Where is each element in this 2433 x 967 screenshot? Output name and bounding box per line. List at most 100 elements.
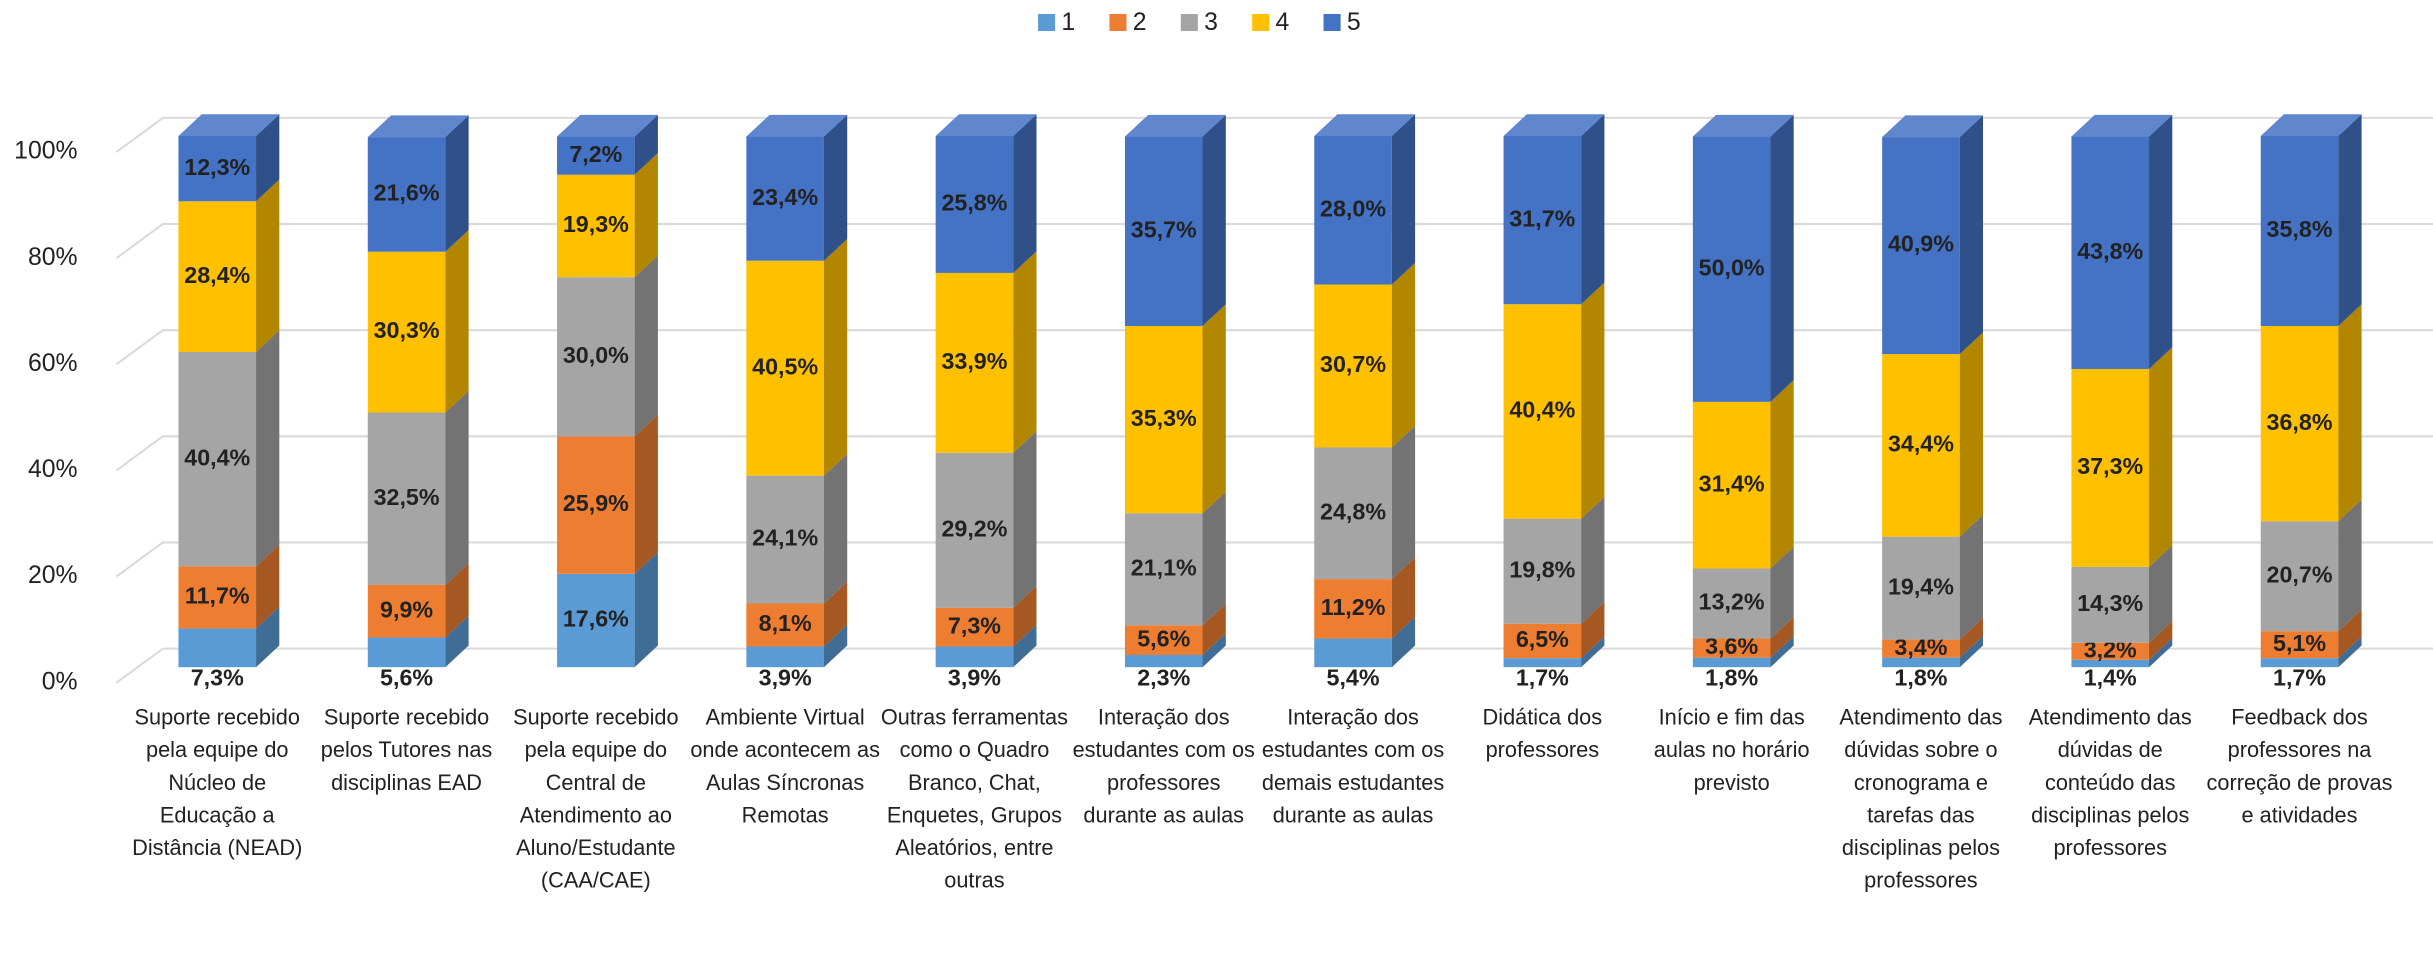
value-label: 35,3% xyxy=(1131,405,1197,431)
bar-segment xyxy=(1314,557,1416,639)
bar-front xyxy=(2260,136,2339,326)
value-label: 5,1% xyxy=(2273,630,2326,656)
value-label: 1,8% xyxy=(1705,665,1758,691)
value-label: 28,0% xyxy=(1320,195,1386,221)
bar-front xyxy=(367,584,446,638)
legend-label: 4 xyxy=(1275,9,1289,36)
bar-side xyxy=(823,114,848,261)
bar-segment xyxy=(746,238,848,476)
bar-front xyxy=(1882,657,1960,668)
bar-segment xyxy=(1692,635,1794,668)
bar-segment xyxy=(178,179,280,352)
bar-segment xyxy=(1314,616,1416,668)
bar-segment xyxy=(2260,304,2362,522)
bar-side xyxy=(1202,633,1226,668)
bar-side xyxy=(2149,545,2173,643)
bar-segment xyxy=(557,414,658,574)
bar-side xyxy=(1959,115,1983,355)
value-label: 17,6% xyxy=(563,606,629,632)
bar-side xyxy=(256,330,280,567)
value-label: 30,3% xyxy=(374,317,440,343)
bar-segment xyxy=(1314,425,1416,580)
bar-segment xyxy=(1503,601,1605,659)
x-tick-label: Ambiente Virtual onde acontecem as Aulas… xyxy=(690,704,880,828)
bar-front xyxy=(1882,137,1960,355)
bar-front xyxy=(2071,368,2150,567)
bar-segment xyxy=(746,453,848,604)
bar-front xyxy=(746,475,824,604)
bar-front xyxy=(1503,304,1582,519)
value-label: 3,9% xyxy=(948,665,1001,691)
value-label: 35,8% xyxy=(2267,216,2333,242)
bar-front xyxy=(557,136,635,175)
bar-segment xyxy=(2071,621,2173,660)
grid-line xyxy=(115,223,2433,260)
bar-side xyxy=(1959,332,1983,537)
bar-side xyxy=(1202,603,1226,655)
bar-top xyxy=(1124,114,1226,137)
legend-swatch xyxy=(1252,13,1270,32)
bar-segment xyxy=(557,255,658,437)
bar-side xyxy=(1013,431,1037,608)
bar-front xyxy=(557,174,635,278)
bar-front xyxy=(2071,659,2150,668)
value-label: 30,7% xyxy=(1320,351,1386,377)
value-label: 7,2% xyxy=(569,141,622,167)
value-label: 12,3% xyxy=(184,154,250,180)
bar-segment xyxy=(1124,114,1226,326)
value-label: 43,8% xyxy=(2077,238,2143,264)
value-label: 11,2% xyxy=(1321,594,1386,620)
bar-side xyxy=(1391,114,1416,285)
value-label: 21,6% xyxy=(374,180,440,206)
x-tick-label-box: Início e fim das aulas no horário previs… xyxy=(1654,704,1810,794)
bar-side xyxy=(256,544,280,629)
legend-label: 5 xyxy=(1347,9,1361,36)
bar-side xyxy=(2149,114,2173,369)
y-tick-label: 60% xyxy=(28,350,78,377)
bar-side xyxy=(1581,114,1605,305)
bar-segment xyxy=(2071,114,2173,369)
bar-segment xyxy=(1882,332,1983,537)
bar-front xyxy=(935,646,1014,668)
bar-front xyxy=(1692,638,1771,658)
x-tick-label-box: Suporte recebido pela equipe do Central … xyxy=(513,704,678,892)
value-label: 3,9% xyxy=(759,665,812,691)
bar-segment xyxy=(557,552,658,668)
bar-front xyxy=(1503,658,1582,668)
bar-top xyxy=(2260,114,2362,137)
x-tick-label-box: Feedback dos professores na correção de … xyxy=(2206,704,2393,828)
bar-front xyxy=(1503,136,1582,305)
value-label: 23,4% xyxy=(752,184,818,210)
bar-segment xyxy=(367,563,469,638)
bar-front xyxy=(557,436,635,574)
x-tick-label-box: Suporte recebido pela equipe do Núcleo d… xyxy=(132,704,302,859)
bar-segment xyxy=(1503,636,1605,668)
x-tick-label: Didática dos professores xyxy=(1482,704,1603,762)
bar-side xyxy=(1581,601,1605,659)
bar-segment xyxy=(935,624,1037,668)
bar-front xyxy=(1124,325,1203,514)
bar-segment xyxy=(1882,617,1983,658)
bar-side xyxy=(2338,636,2362,668)
bar-segment xyxy=(367,615,469,668)
bar-front xyxy=(746,136,824,261)
bar-front xyxy=(746,603,824,647)
bar-side xyxy=(2149,638,2173,668)
value-label: 33,9% xyxy=(941,348,1007,374)
x-tick-label-box: Suporte recebido pelos Tutores nas disci… xyxy=(321,704,492,794)
bar-front xyxy=(935,607,1014,647)
bar-front xyxy=(367,137,446,252)
bar-front xyxy=(2071,566,2150,643)
bar-segment xyxy=(1692,380,1794,569)
bar-segment xyxy=(746,624,848,668)
bar-side xyxy=(1391,425,1416,580)
x-tick-label: Interação dos estudantes com os demais e… xyxy=(1261,704,1445,828)
bar-side xyxy=(445,229,469,413)
bar-front xyxy=(1882,639,1960,658)
value-label: 2,3% xyxy=(1137,665,1190,691)
bar-side xyxy=(634,114,658,175)
x-tick-label: Feedback dos professores na correção de … xyxy=(2206,704,2393,828)
bar-side xyxy=(634,255,658,437)
bar-side xyxy=(1770,616,1794,658)
bar-segment xyxy=(2071,545,2173,643)
